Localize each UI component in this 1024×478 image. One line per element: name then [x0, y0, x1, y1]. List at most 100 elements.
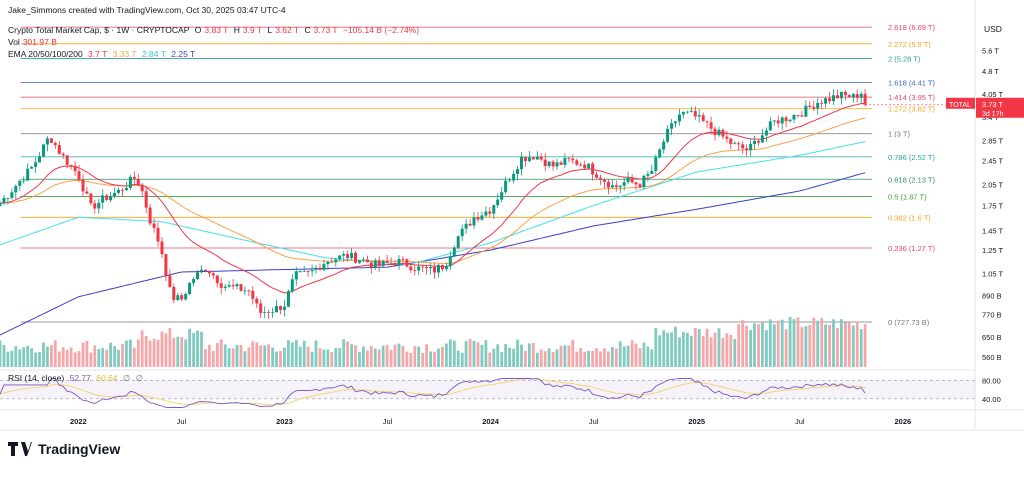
volume-bar	[255, 342, 259, 367]
rsi-legend[interactable]: RSI (14, close) 52.77 60.64 ∅ ∅	[8, 373, 146, 384]
volume-bar	[42, 342, 45, 367]
volume-bar	[85, 341, 89, 367]
tradingview-brand[interactable]: TradingView	[8, 441, 120, 457]
ohlc-o-label: O	[194, 25, 202, 35]
volume-bar	[46, 346, 49, 367]
rsi-level-label: 80.00	[982, 376, 1001, 385]
candle-body	[721, 129, 725, 137]
price-tag-bg	[976, 97, 1024, 118]
y-tick-label: 1.45 T	[982, 226, 1004, 235]
candle-body	[271, 312, 275, 314]
ema-legend[interactable]: EMA 20/50/100/200 3.7 T 3.33 T 2.84 T 2.…	[8, 49, 198, 59]
candle-body	[800, 115, 804, 117]
volume-bar	[492, 348, 496, 367]
candle-body	[725, 136, 729, 139]
candle-body	[61, 153, 65, 156]
volume-bar	[350, 344, 353, 367]
volume-bar	[808, 325, 812, 367]
candle-body	[855, 94, 859, 98]
ema20-value: 3.7 T	[88, 49, 108, 59]
volume-bar	[421, 352, 425, 367]
y-tick-label: 4.8 T	[982, 67, 999, 76]
candle-body	[646, 174, 650, 176]
volume-bar	[610, 347, 614, 367]
candle-body	[460, 228, 464, 237]
candle-body	[745, 148, 749, 151]
volume-bar	[314, 340, 318, 367]
candle-body	[468, 223, 472, 226]
volume-bar	[22, 347, 26, 367]
volume-bar	[0, 340, 2, 367]
volume-bar	[650, 349, 654, 367]
candle-body	[780, 117, 784, 124]
candle-body	[45, 138, 49, 145]
x-tick-label: Jul	[177, 417, 187, 426]
candle-body	[188, 282, 192, 294]
x-tick-label: 2022	[70, 417, 87, 426]
candle-body	[701, 115, 705, 122]
fib-label: 2 (5.28 T)	[888, 55, 921, 64]
candle-body	[832, 95, 835, 102]
candle-body	[733, 143, 737, 145]
ema-label: EMA 20/50/100/200	[8, 49, 83, 59]
candle-body	[650, 170, 654, 174]
volume-bar	[168, 328, 172, 367]
volume-bar	[816, 320, 820, 367]
candle-body	[456, 236, 460, 248]
candle-body	[812, 106, 816, 109]
volume-bar	[504, 344, 507, 367]
y-tick-label: 560 B	[982, 353, 1002, 362]
fib-label: 1.272 (3.62 T)	[888, 105, 935, 114]
rsi-ma-value: 60.64	[96, 373, 118, 383]
candle-body	[401, 258, 405, 260]
volume-bar	[824, 324, 827, 367]
candle-body	[409, 266, 413, 271]
volume-bar	[484, 340, 488, 367]
candle-body	[472, 217, 476, 226]
y-tick-label: 650 B	[982, 333, 1002, 342]
volume-bar	[362, 346, 365, 367]
candle-body	[705, 121, 709, 123]
candle-body	[595, 174, 598, 178]
volume-bar	[275, 351, 278, 367]
candle-body	[527, 157, 531, 162]
candle-body	[196, 272, 199, 280]
y-tick-label: 5.6 T	[982, 47, 999, 56]
candle-body	[393, 263, 397, 266]
volume-bar	[14, 346, 18, 367]
volume-bar	[30, 348, 33, 367]
candle-body	[784, 117, 788, 122]
candle-body	[843, 91, 847, 96]
volume-bar	[109, 342, 112, 367]
candle-body	[425, 267, 429, 269]
candle-body	[275, 306, 278, 313]
volume-bar	[508, 347, 511, 367]
volume-bar	[689, 335, 693, 367]
y-tick-label: 890 B	[982, 291, 1002, 300]
fib-label: 0.236 (1.27 T)	[888, 244, 935, 253]
volume-bar	[772, 324, 776, 367]
candle-body	[666, 128, 670, 142]
candle-body	[523, 156, 527, 162]
volume-bar	[539, 349, 543, 367]
volume-bar	[468, 338, 472, 367]
volume-bar	[761, 322, 764, 367]
volume-bar	[61, 347, 65, 367]
volume-legend[interactable]: Vol 301.97 B	[8, 37, 60, 47]
candle-body	[247, 290, 251, 292]
candle-body	[796, 115, 800, 116]
volume-bar	[69, 347, 73, 367]
ohlc-l-label: L	[267, 25, 273, 35]
candle-body	[310, 269, 314, 272]
volume-bar	[283, 347, 286, 367]
price-tag-value: 3.73 T	[982, 100, 1004, 109]
candle-body	[500, 192, 504, 200]
volume-bar	[599, 351, 602, 367]
volume-bar	[251, 341, 255, 367]
candle-body	[38, 156, 41, 163]
candle-body	[599, 177, 602, 180]
volume-bar	[765, 330, 768, 367]
candle-body	[729, 138, 733, 144]
price-tag-countdown: 3d 17h	[982, 111, 1004, 118]
